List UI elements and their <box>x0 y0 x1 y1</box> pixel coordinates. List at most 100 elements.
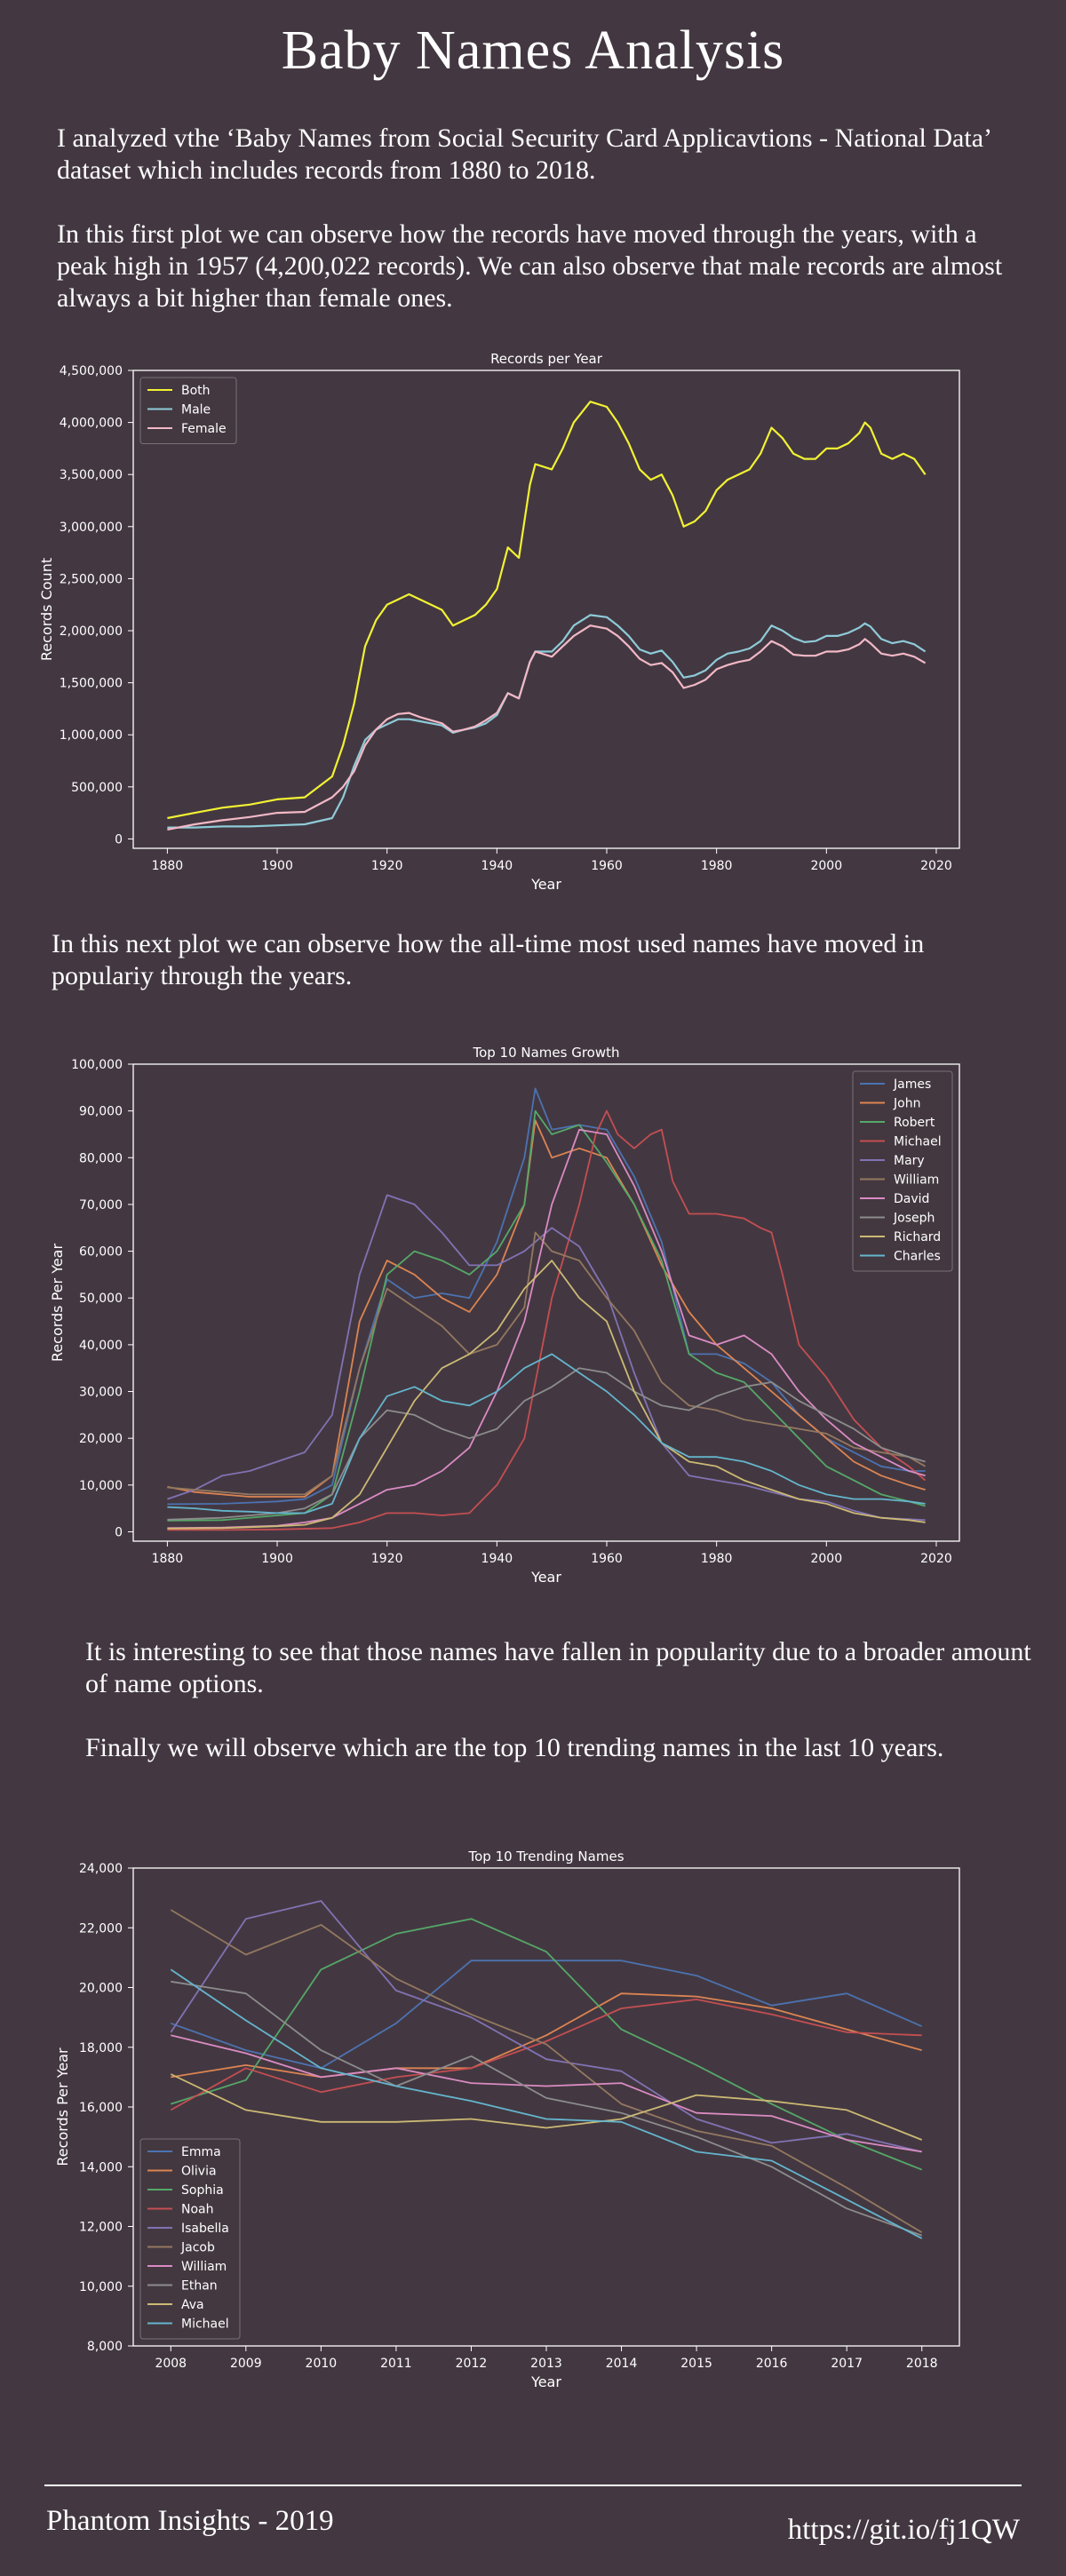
y-tick-label: 50,000 <box>79 1292 123 1306</box>
page-title: Baby Names Analysis <box>281 20 785 81</box>
x-tick-label: 2017 <box>831 2357 863 2371</box>
intro-paragraph-4: It is interesting to see that those name… <box>85 1637 1031 1698</box>
series-line-joseph <box>167 1367 926 1521</box>
x-tick-label: 2008 <box>155 2357 187 2371</box>
y-tick-label: 4,000,000 <box>60 417 123 431</box>
x-tick-label: 2020 <box>920 1552 952 1566</box>
y-tick-label: 90,000 <box>79 1105 123 1119</box>
legend-label-jacob: Jacob <box>180 2241 215 2255</box>
y-tick-label: 70,000 <box>79 1198 123 1212</box>
x-tick-label: 1880 <box>152 1552 184 1566</box>
intro-paragraph-1: I analyzed vthe ‘Baby Names from Social … <box>57 123 990 185</box>
y-tick-label: 10,000 <box>79 1479 123 1493</box>
legend-label-william: William <box>894 1173 939 1188</box>
legend-label-isabella: Isabella <box>181 2222 229 2236</box>
y-tick-label: 8,000 <box>87 2340 123 2354</box>
legend-label-sophia: Sophia <box>181 2183 224 2198</box>
x-tick-label: 1900 <box>261 859 293 873</box>
series-line-john <box>167 1119 926 1498</box>
records-per-year-svg: Records per Year 1880 1900 1920 1940 1960 1980… <box>38 351 960 893</box>
legend-label-female: Female <box>181 422 227 436</box>
series-line-sophia <box>171 1918 923 2171</box>
x-tick-label: 1960 <box>591 1552 623 1566</box>
x-tick-label: 1940 <box>481 1552 513 1566</box>
y-axis-label: Records Per Year <box>49 1244 66 1363</box>
legend: Emma Olivia Sophia Noah Isabella Jacob William… <box>139 2138 241 2340</box>
legend-label-ava: Ava <box>181 2298 204 2312</box>
series-line-female <box>167 624 927 831</box>
y-tick-label: 4,500,000 <box>60 364 123 378</box>
y-tick-label: 24,000 <box>79 1862 123 1876</box>
y-tick-label: 3,500,000 <box>60 468 123 482</box>
y-tick-label: 10,000 <box>79 2280 123 2294</box>
x-tick-label: 1980 <box>701 1552 733 1566</box>
x-tick-label: 2009 <box>230 2357 262 2371</box>
y-tick-label: 40,000 <box>79 1339 123 1353</box>
plot-frame <box>132 1867 960 2347</box>
y-tick-label: 0 <box>115 832 123 847</box>
legend-label-michael: Michael <box>894 1135 942 1149</box>
top-10-trending-names-svg: Top 10 Trending Names 2008 2009 2010 2011 201… <box>54 1849 960 2390</box>
series-line-ethan <box>171 1980 923 2237</box>
legend-label-mary: Mary <box>894 1154 925 1168</box>
x-tick-label: 2010 <box>306 2357 338 2371</box>
x-tick-label: 2016 <box>756 2357 788 2371</box>
x-tick-label: 2013 <box>530 2357 562 2371</box>
top-10-names-growth-svg: Top 10 Names Growth 1880 1900 1920 1940 1960 1… <box>49 1045 960 1586</box>
series-line-richard <box>167 1260 926 1530</box>
y-tick-label: 3,000,000 <box>60 521 123 535</box>
plot-frame <box>132 370 960 849</box>
intro-paragraph-3: In this next plot we can observe how the… <box>52 929 925 990</box>
y-tick-label: 20,000 <box>79 1432 123 1446</box>
legend-label-ethan: Ethan <box>181 2279 218 2294</box>
legend-label-emma: Emma <box>181 2145 221 2159</box>
y-tick-label: 0 <box>115 1525 123 1539</box>
y-tick-label: 1,000,000 <box>60 728 123 743</box>
series-line-both <box>167 401 927 820</box>
chart-title: Top 10 Trending Names <box>467 1849 624 1864</box>
plot-frame <box>132 1063 960 1542</box>
legend-label-michael: Michael <box>181 2318 229 2332</box>
chart-title: Records per Year <box>490 351 603 367</box>
x-tick-label: 2018 <box>906 2357 938 2371</box>
y-tick-label: 2,000,000 <box>60 624 123 639</box>
series-line-michael <box>167 1109 927 1531</box>
legend-label-male: Male <box>181 403 211 417</box>
y-tick-label: 20,000 <box>79 1982 123 1996</box>
y-tick-label: 30,000 <box>79 1386 123 1400</box>
series-line-ava <box>170 2073 923 2141</box>
y-tick-label: 80,000 <box>79 1151 123 1165</box>
series-line-jacob <box>170 1909 923 2233</box>
series-line-isabella <box>170 1900 922 2153</box>
y-tick-label: 22,000 <box>79 1921 123 1936</box>
x-axis-label: Year <box>530 2373 561 2390</box>
x-tick-label: 1960 <box>591 859 623 873</box>
y-tick-label: 14,000 <box>79 2160 123 2174</box>
y-tick-label: 60,000 <box>79 1245 123 1260</box>
legend-label-james: James <box>893 1077 931 1092</box>
x-tick-label: 1920 <box>371 859 403 873</box>
x-tick-label: 1940 <box>481 859 513 873</box>
legend: Both Male Female <box>139 377 237 444</box>
x-tick-label: 2012 <box>456 2357 488 2371</box>
x-tick-label: 1920 <box>371 1552 403 1566</box>
legend-label-john: John <box>893 1097 920 1111</box>
x-tick-label: 2000 <box>810 859 842 873</box>
y-axis-label: Records Per Year <box>54 2047 71 2167</box>
series-line-robert <box>167 1109 926 1522</box>
x-tick-label: 2014 <box>606 2357 638 2371</box>
y-tick-label: 500,000 <box>71 781 123 795</box>
series-line-noah <box>170 1999 922 2111</box>
y-tick-label: 100,000 <box>71 1058 123 1072</box>
footer-link[interactable]: https://git.io/fj1QW <box>787 2514 1020 2546</box>
legend-label-robert: Robert <box>894 1116 935 1130</box>
top-10-names-growth-chart: Top 10 Names Growth 1880 1900 1920 1940 1960 1… <box>0 1038 1066 1593</box>
x-tick-label: 2020 <box>920 859 952 873</box>
series-line-emma <box>170 1960 923 2070</box>
y-tick-label: 1,500,000 <box>60 677 123 691</box>
x-tick-label: 2011 <box>380 2357 412 2371</box>
legend: James John Robert Michael Mary William David Jo… <box>852 1070 953 1272</box>
legend-label-richard: Richard <box>894 1230 941 1244</box>
legend-label-both: Both <box>181 384 211 398</box>
legend-label-noah: Noah <box>181 2203 214 2217</box>
